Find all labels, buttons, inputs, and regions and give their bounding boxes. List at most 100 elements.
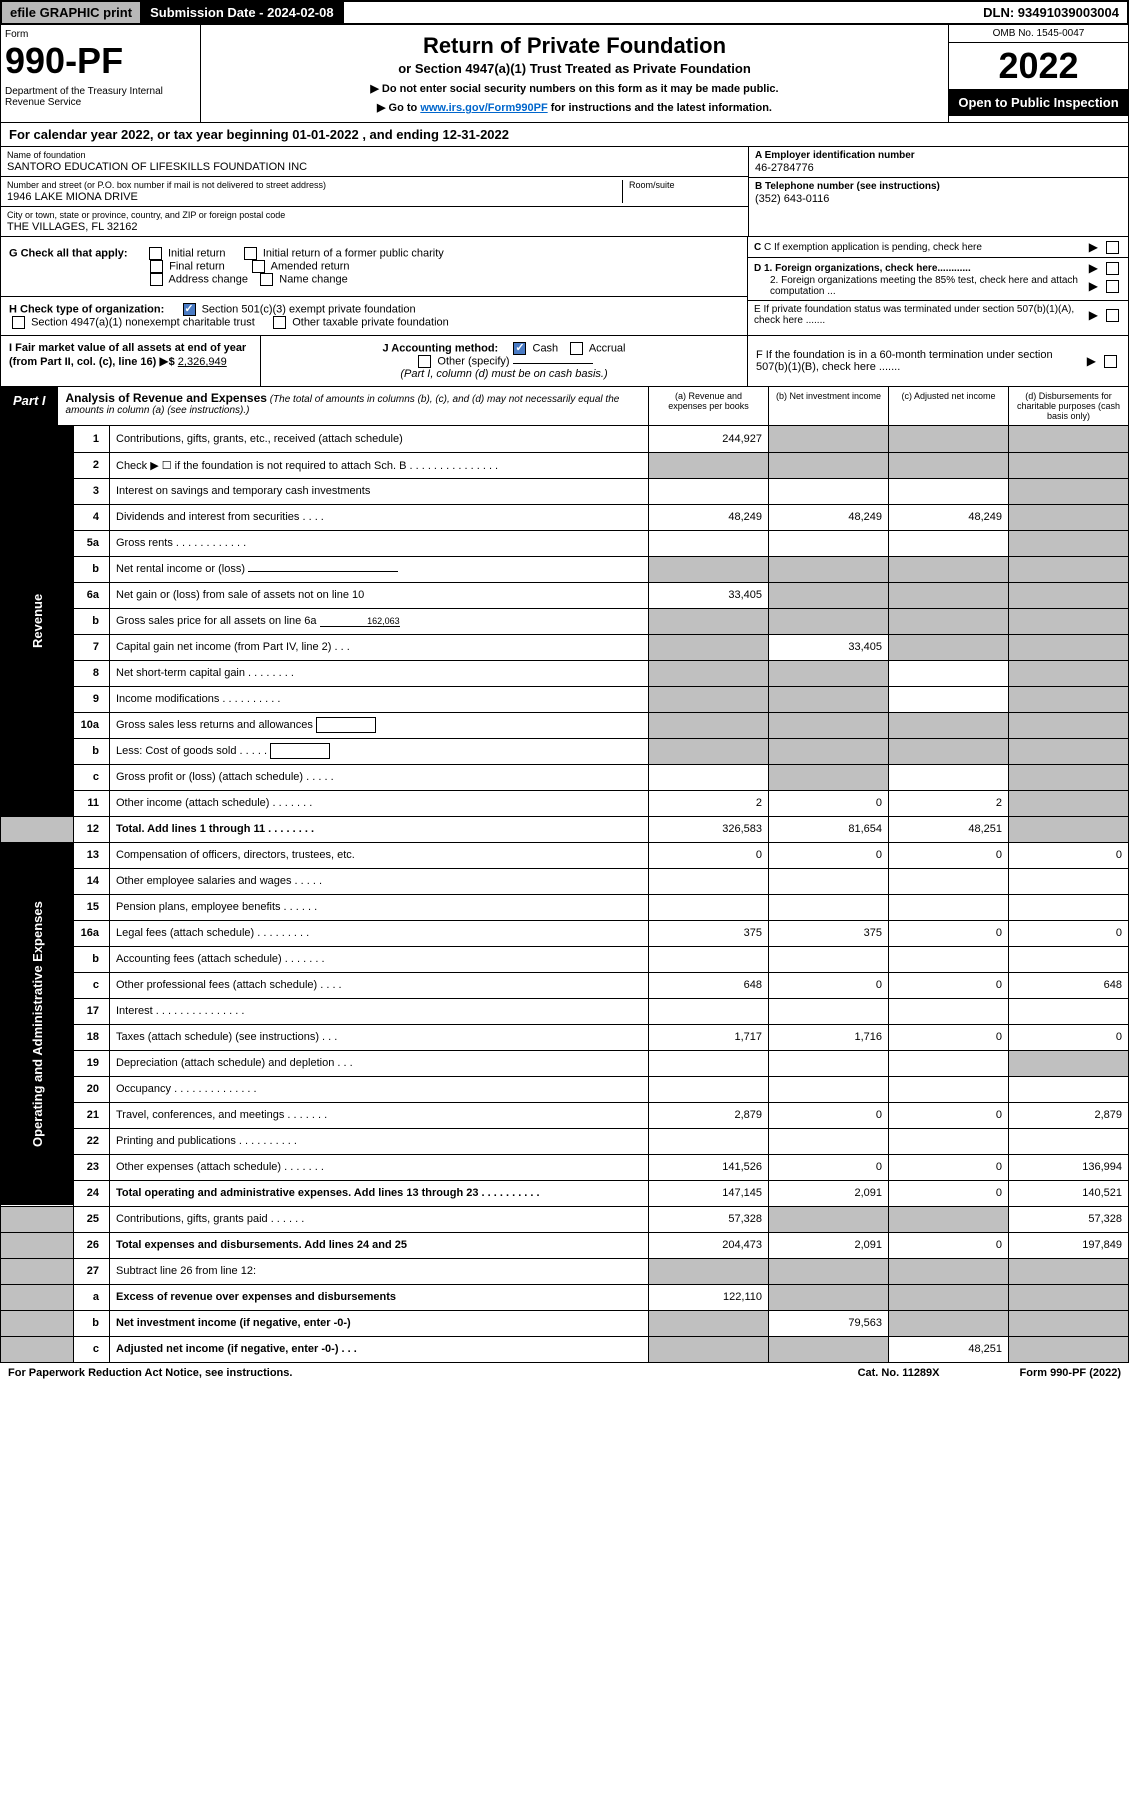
j-label: J Accounting method: [383, 342, 499, 354]
instr-1: ▶ Do not enter social security numbers o… [209, 82, 940, 95]
line-21: Travel, conferences, and meetings . . . … [110, 1102, 649, 1128]
open-public: Open to Public Inspection [949, 89, 1128, 116]
form-number: 990-PF [5, 40, 196, 82]
name-label: Name of foundation [7, 150, 742, 160]
line-10a: Gross sales less returns and allowances [116, 719, 313, 731]
line-13: Compensation of officers, directors, tru… [110, 842, 649, 868]
line-11: Other income (attach schedule) . . . . .… [110, 790, 649, 816]
col-c-header: (c) Adjusted net income [888, 387, 1008, 425]
section-i-j-f: I Fair market value of all assets at end… [0, 336, 1129, 387]
arrow-icon: ▶ [1089, 279, 1098, 293]
other-taxable-checkbox[interactable] [273, 316, 286, 329]
line-22: Printing and publications . . . . . . . … [110, 1128, 649, 1154]
omb-number: OMB No. 1545-0047 [949, 25, 1128, 43]
line-4: Dividends and interest from securities .… [110, 504, 649, 530]
arrow-icon: ▶ [1089, 308, 1098, 322]
opt-initial: Initial return [168, 247, 225, 259]
submission-date: Submission Date - 2024-02-08 [142, 2, 344, 23]
line-19: Depreciation (attach schedule) and deple… [110, 1050, 649, 1076]
opt-addr-change: Address change [169, 273, 249, 285]
line-16c: Other professional fees (attach schedule… [110, 972, 649, 998]
d1-label: D 1. Foreign organizations, check here..… [754, 263, 1085, 274]
line-18: Taxes (attach schedule) (see instruction… [110, 1024, 649, 1050]
info-grid: Name of foundation SANTORO EDUCATION OF … [0, 147, 1129, 237]
instr-2-post: for instructions and the latest informat… [548, 102, 772, 114]
f-label: F If the foundation is in a 60-month ter… [756, 349, 1083, 373]
arrow-icon: ▶ [1087, 354, 1096, 368]
opt-4947: Section 4947(a)(1) nonexempt charitable … [31, 316, 255, 328]
part1-header: Part I Analysis of Revenue and Expenses … [0, 387, 1129, 426]
opt-other-tax: Other taxable private foundation [292, 316, 449, 328]
calendar-year-line: For calendar year 2022, or tax year begi… [0, 123, 1129, 147]
initial-return-checkbox[interactable] [149, 247, 162, 260]
ein-label: A Employer identification number [755, 150, 1122, 161]
opt-501c3: Section 501(c)(3) exempt private foundat… [202, 303, 416, 315]
f-checkbox[interactable] [1104, 355, 1117, 368]
line-27c: Adjusted net income (if negative, enter … [110, 1336, 649, 1362]
arrow-icon: ▶ [1089, 261, 1098, 275]
phone-label: B Telephone number (see instructions) [755, 181, 1122, 192]
col-b-header: (b) Net investment income [768, 387, 888, 425]
line-9: Income modifications . . . . . . . . . . [110, 686, 649, 712]
ein: 46-2784776 [755, 162, 1122, 174]
line-2: Check ▶ ☐ if the foundation is not requi… [110, 452, 649, 478]
line-27: Subtract line 26 from line 12: [110, 1258, 649, 1284]
line-20: Occupancy . . . . . . . . . . . . . . [110, 1076, 649, 1102]
501c3-checkbox[interactable] [183, 303, 196, 316]
city-label: City or town, state or province, country… [7, 210, 742, 220]
form-title: Return of Private Foundation [209, 33, 940, 59]
room-label: Room/suite [629, 180, 742, 190]
c-checkbox[interactable] [1106, 241, 1119, 254]
city-state-zip: THE VILLAGES, FL 32162 [7, 221, 742, 233]
line-5a: Gross rents . . . . . . . . . . . . [110, 530, 649, 556]
line-10b: Less: Cost of goods sold . . . . . [116, 745, 267, 757]
accrual-checkbox[interactable] [570, 342, 583, 355]
col-d-header: (d) Disbursements for charitable purpose… [1008, 387, 1128, 425]
name-change-checkbox[interactable] [260, 273, 273, 286]
form990pf-link[interactable]: www.irs.gov/Form990PF [420, 102, 547, 114]
col-a-header: (a) Revenue and expenses per books [648, 387, 768, 425]
addr-label: Number and street (or P.O. box number if… [7, 180, 622, 190]
line-26: Total expenses and disbursements. Add li… [110, 1232, 649, 1258]
page-footer: For Paperwork Reduction Act Notice, see … [0, 1363, 1129, 1383]
instr-2: ▶ Go to www.irs.gov/Form990PF for instru… [209, 101, 940, 114]
foundation-name: SANTORO EDUCATION OF LIFESKILLS FOUNDATI… [7, 161, 742, 173]
fmv-value: 2,326,949 [178, 356, 227, 368]
line-1: Contributions, gifts, grants, etc., rece… [110, 426, 649, 452]
line-7: Capital gain net income (from Part IV, l… [110, 634, 649, 660]
top-bar: efile GRAPHIC print Submission Date - 20… [0, 0, 1129, 25]
line-6a: Net gain or (loss) from sale of assets n… [110, 582, 649, 608]
cash-checkbox[interactable] [513, 342, 526, 355]
instr-2-pre: ▶ Go to [377, 102, 420, 114]
revenue-side-label: Revenue [1, 426, 74, 816]
line-27a: Excess of revenue over expenses and disb… [110, 1284, 649, 1310]
line-8: Net short-term capital gain . . . . . . … [110, 660, 649, 686]
address-change-checkbox[interactable] [150, 273, 163, 286]
final-return-checkbox[interactable] [150, 260, 163, 273]
d2-checkbox[interactable] [1106, 280, 1119, 293]
e-checkbox[interactable] [1106, 309, 1119, 322]
part1-table: Revenue 1Contributions, gifts, grants, e… [0, 426, 1129, 1363]
section-c-g: G Check all that apply: Initial return I… [0, 237, 1129, 336]
d2-label: 2. Foreign organizations meeting the 85%… [754, 275, 1085, 297]
efile-print-button[interactable]: efile GRAPHIC print [2, 2, 142, 23]
h-label: H Check type of organization: [9, 303, 164, 315]
opt-name-change: Name change [279, 273, 348, 285]
arrow-icon: ▶ [1089, 240, 1098, 254]
4947a1-checkbox[interactable] [12, 316, 25, 329]
dln: DLN: 93491039003004 [975, 2, 1127, 23]
opt-other: Other (specify) [437, 355, 509, 367]
line-25: Contributions, gifts, grants paid . . . … [110, 1206, 649, 1232]
form-label: Form [5, 29, 196, 40]
form-ref: Form 990-PF (2022) [1020, 1367, 1121, 1379]
cat-no: Cat. No. 11289X [858, 1367, 940, 1379]
line-10c: Gross profit or (loss) (attach schedule)… [110, 764, 649, 790]
line-17: Interest . . . . . . . . . . . . . . . [110, 998, 649, 1024]
other-method-checkbox[interactable] [418, 355, 431, 368]
amended-return-checkbox[interactable] [252, 260, 265, 273]
opt-amended: Amended return [271, 260, 350, 272]
initial-former-checkbox[interactable] [244, 247, 257, 260]
d1-checkbox[interactable] [1106, 262, 1119, 275]
phone: (352) 643-0116 [755, 193, 1122, 205]
line-6b: Gross sales price for all assets on line… [116, 615, 317, 627]
